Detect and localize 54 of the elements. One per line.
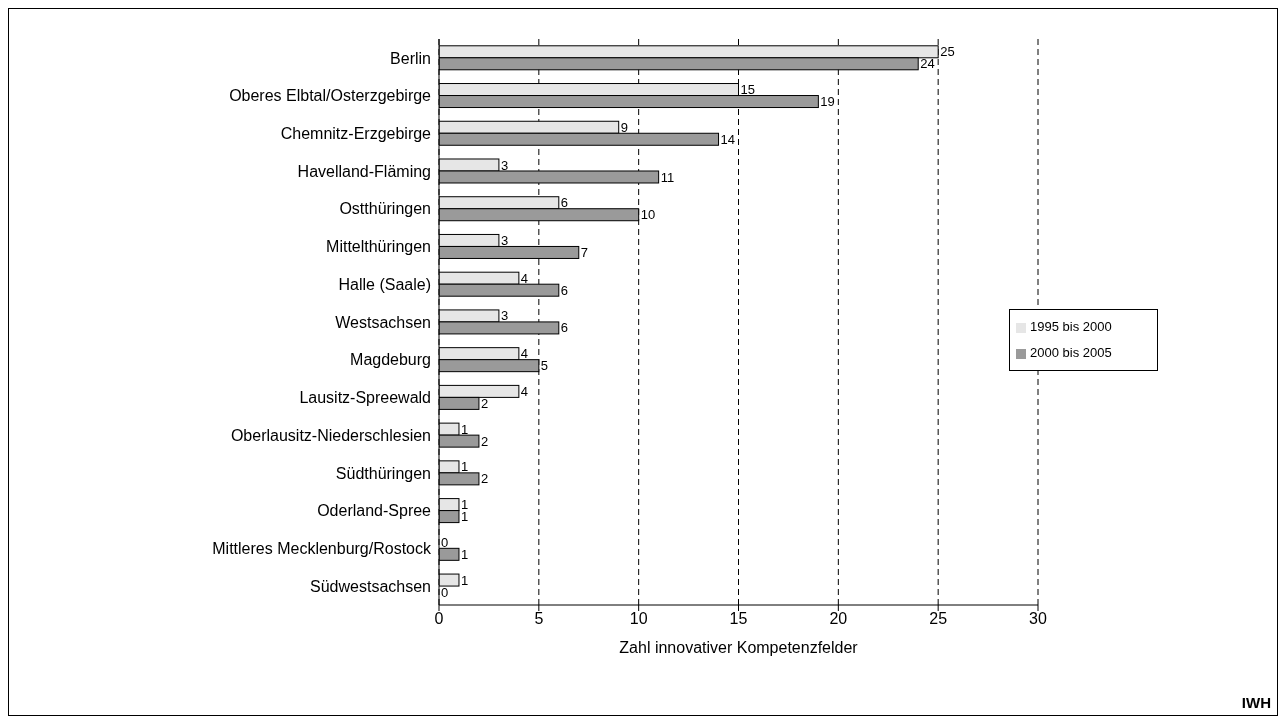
data-label: 3 <box>500 157 509 173</box>
data-label: 14 <box>720 131 735 147</box>
data-label: 9 <box>620 119 628 135</box>
x-tick-label: 30 <box>1029 610 1047 628</box>
y-tick-label: Ostthüringen <box>339 200 431 218</box>
y-tick-label: Oderland-Spree <box>317 502 432 520</box>
y-tick-label: Havelland-Fläming <box>297 162 431 180</box>
y-tick-label: Lausitz-Spreewald <box>299 389 431 407</box>
x-axis-title: Zahl innovativer Kompetenzfelder <box>619 639 859 656</box>
y-tick-label: Oberes Elbtal/Osterzgebirge <box>229 87 432 105</box>
data-label: 1 <box>460 546 469 562</box>
data-label: 24 <box>920 56 935 72</box>
legend-label: 1995 bis 2000 <box>1030 319 1112 334</box>
data-label: 4 <box>520 346 529 362</box>
x-tick-label: 25 <box>929 610 948 628</box>
data-label: 0 <box>441 584 449 600</box>
y-tick-label: Oberlausitz-Niederschlesien <box>230 426 431 444</box>
data-label: 5 <box>540 358 549 374</box>
data-label: 6 <box>560 195 569 211</box>
y-tick-label: Südwestsachsen <box>310 577 431 595</box>
data-label: 4 <box>520 383 529 399</box>
data-label: 6 <box>560 320 569 336</box>
data-label: 2 <box>480 395 489 411</box>
data-label: 4 <box>520 270 529 286</box>
y-tick-label: Berlin <box>390 49 431 67</box>
y-tick-label: Mittelthüringen <box>326 238 431 256</box>
y-tick-label: Magdeburg <box>350 351 431 369</box>
x-tick-label: 5 <box>534 610 544 628</box>
data-label: 3 <box>500 308 509 324</box>
data-label: 11 <box>660 169 675 185</box>
data-label: 2 <box>480 471 489 487</box>
data-label: 25 <box>940 44 955 60</box>
x-tick-label: 15 <box>729 610 748 628</box>
data-label: 1 <box>460 421 469 437</box>
y-tick-label: Halle (Saale) <box>338 275 431 293</box>
y-tick-label: Südthüringen <box>335 464 431 482</box>
data-label: 1 <box>460 572 469 588</box>
text: IWH <box>1241 694 1271 711</box>
data-label: 15 <box>740 82 755 98</box>
data-label: 1 <box>460 459 469 475</box>
y-tick-label: Westsachsen <box>335 313 431 331</box>
data-label: 2 <box>480 433 489 449</box>
y-tick-label: Chemnitz-Erzgebirge <box>280 125 432 143</box>
y-tick-label: Mittleres Mecklenburg/Rostock <box>212 540 432 558</box>
data-label: 7 <box>580 245 588 261</box>
x-tick-label: 20 <box>829 610 848 628</box>
legend-label: 2000 bis 2005 <box>1030 345 1112 360</box>
data-label: 6 <box>560 282 569 298</box>
x-tick-label: 0 <box>434 610 444 628</box>
x-tick-label: 10 <box>629 610 648 628</box>
data-label: 0 <box>441 534 449 550</box>
data-label: 10 <box>640 207 656 223</box>
data-label: 19 <box>820 94 835 110</box>
data-label: 3 <box>500 233 509 249</box>
